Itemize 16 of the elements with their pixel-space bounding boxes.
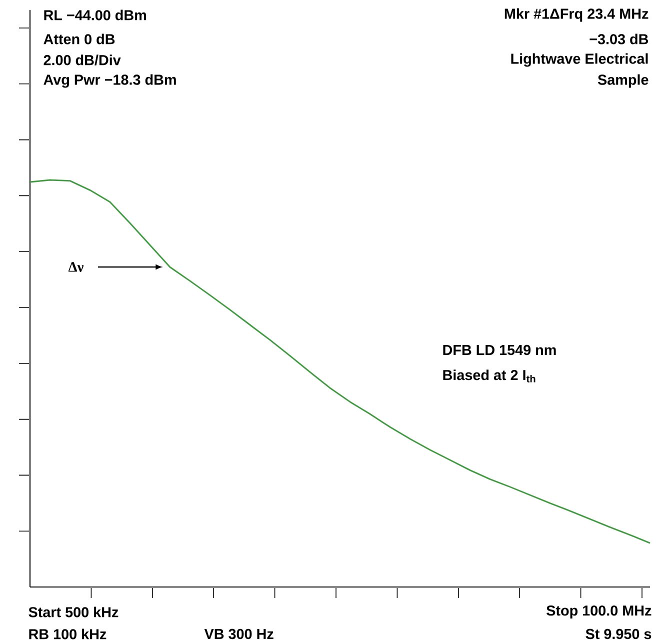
annotation: DFB LD 1549 nm xyxy=(443,344,556,356)
text: Atten 0 dB xyxy=(44,34,115,44)
text: Avg Pwr −18.3 dBm xyxy=(44,74,176,88)
annotation: Biased at 2 I$_{th}$ xyxy=(443,370,536,382)
text: Lightwave Electrical xyxy=(511,53,648,67)
text: Mkr #1ΔFrq 23.4 MHz xyxy=(504,8,648,22)
text: Start 500 kHz xyxy=(28,606,118,618)
text: RL −44.00 dBm xyxy=(44,10,146,20)
text: 2.00 dB/Div xyxy=(44,54,121,66)
text: VB 300 Hz xyxy=(204,628,274,640)
text: RB 100 kHz xyxy=(29,628,106,640)
annotation: Δν xyxy=(68,262,84,272)
text: Sample xyxy=(598,74,648,88)
text: St 9.950 s xyxy=(586,628,652,640)
text: Stop 100.0 MHz xyxy=(546,605,652,619)
text: −3.03 dB xyxy=(590,34,648,44)
